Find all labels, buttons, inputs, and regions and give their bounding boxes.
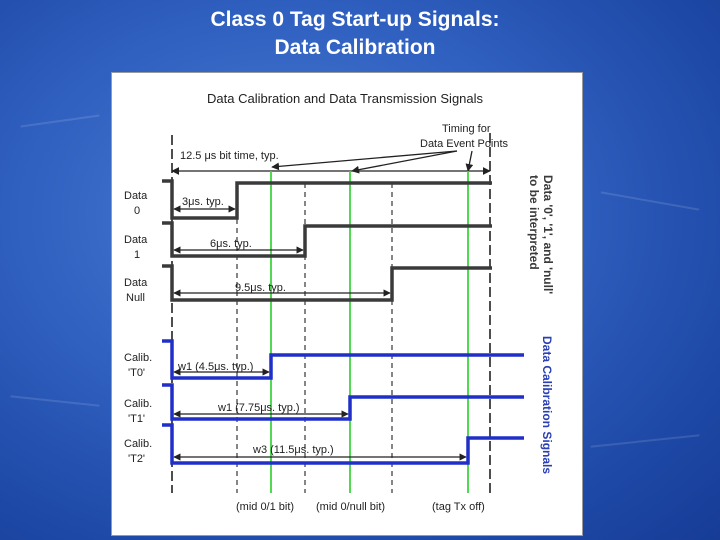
- background-streak: [10, 395, 100, 407]
- waveform-calib-t0: [162, 339, 524, 380]
- waveform-data-null: [162, 264, 492, 302]
- duration-label-data-1: 6μs. typ.: [210, 238, 252, 250]
- bit-time-label: 12.5 μs bit time, typ.: [180, 150, 279, 162]
- timing-arrow: [271, 150, 458, 171]
- waveform-calib-t2: [162, 423, 524, 465]
- duration-label-calib-t0: w1 (4.5μs. typ.): [177, 361, 253, 373]
- bottom-label-mid-0-1: (mid 0/1 bit): [236, 501, 294, 513]
- diagram-header: Data Calibration and Data Transmission S…: [207, 91, 484, 106]
- timing-diagram-svg: Data Calibration and Data Transmission S…: [124, 91, 555, 513]
- timing-arrow: [465, 150, 474, 172]
- row-label-calib-t1-b: 'T1': [128, 413, 145, 425]
- slide-title-line-1: Class 0 Tag Start-up Signals:: [210, 8, 500, 31]
- row-label-data-null-a: Data: [124, 277, 148, 289]
- timing-diagram: Data Calibration and Data Transmission S…: [111, 72, 583, 536]
- timing-note-line-1: Timing for: [442, 123, 491, 135]
- row-label-calib-t2-a: Calib.: [124, 438, 152, 450]
- row-labels: Data 0 Data 1 Data Null Calib. 'T0' Cali…: [124, 190, 152, 465]
- background-streak: [600, 191, 700, 211]
- bottom-label-mid-0-null: (mid 0/null bit): [316, 501, 385, 513]
- background-streak: [590, 434, 700, 448]
- duration-label-calib-t2: w3 (11.5μs. typ.): [252, 444, 334, 456]
- row-label-data-0-b: 0: [134, 205, 140, 217]
- bottom-label-tag-tx-off: (tag Tx off): [432, 501, 485, 513]
- bottom-labels: (mid 0/1 bit) (mid 0/null bit) (tag Tx o…: [236, 501, 485, 513]
- duration-label-calib-t1: w1 (7.75μs. typ.): [217, 402, 300, 414]
- row-label-data-1-b: 1: [134, 249, 140, 261]
- calib-waveforms: [162, 339, 524, 465]
- background-streak: [20, 114, 100, 128]
- timing-note-line-2: Data Event Points: [420, 138, 509, 150]
- side-label-data-interpretation-1: Data '0', '1', and 'null': [541, 175, 555, 294]
- waveform-data-0: [162, 179, 492, 220]
- duration-arrows: [173, 205, 467, 461]
- timing-arrow: [351, 150, 458, 174]
- duration-label-data-0: 3μs. typ.: [182, 196, 224, 208]
- row-label-calib-t0-b: 'T0': [128, 367, 145, 379]
- side-label-data-interpretation-2: to be interpreted: [527, 175, 541, 270]
- data-waveforms: [162, 179, 492, 302]
- row-label-calib-t1-a: Calib.: [124, 398, 152, 410]
- side-label-calibration-signals: Data Calibration Signals: [540, 336, 554, 474]
- row-label-data-null-b: Null: [126, 292, 145, 304]
- waveform-data-1: [162, 221, 492, 258]
- row-label-data-1-a: Data: [124, 234, 148, 246]
- row-label-calib-t2-b: 'T2': [128, 453, 145, 465]
- waveform-calib-t1: [162, 383, 524, 421]
- duration-labels: 3μs. typ. 6μs. typ. 9.5μs. typ. w1 (4.5μ…: [177, 196, 334, 456]
- row-label-calib-t0-a: Calib.: [124, 352, 152, 364]
- row-label-data-0-a: Data: [124, 190, 148, 202]
- slide-title-line-2: Data Calibration: [274, 36, 436, 59]
- slide-title: Class 0 Tag Start-up Signals: Data Calib…: [0, 6, 710, 62]
- duration-label-data-null: 9.5μs. typ.: [235, 282, 286, 294]
